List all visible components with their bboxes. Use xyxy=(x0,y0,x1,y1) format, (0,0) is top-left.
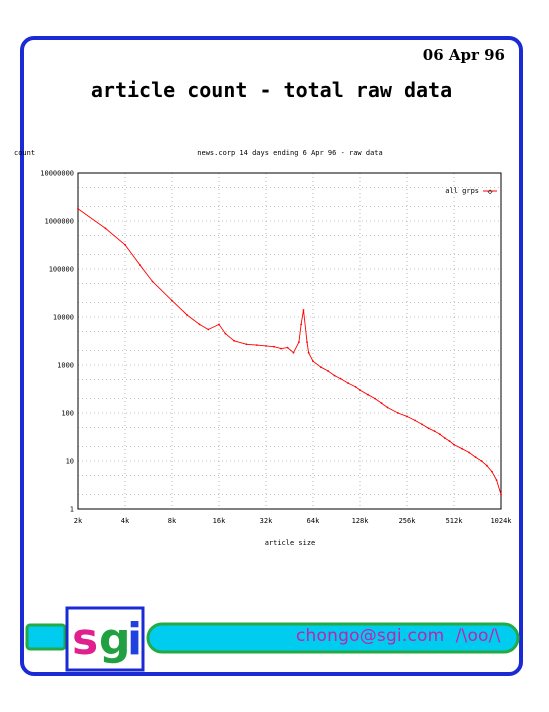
data-point xyxy=(124,243,126,246)
y-tick-label: 100000 xyxy=(49,266,74,274)
data-point xyxy=(486,464,488,467)
series-line-all-grps xyxy=(77,208,502,495)
plot-border xyxy=(77,172,502,510)
page-frame: 06 Apr 96 article count - total raw data xyxy=(20,36,523,676)
x-tick-label: 2k xyxy=(74,517,83,525)
data-point xyxy=(306,341,308,343)
y-tick-labels: 1 10 100 1000 10000 100000 1000000 10000000 xyxy=(40,170,74,514)
data-point xyxy=(354,386,357,388)
data-point xyxy=(151,280,154,283)
x-tick-label: 1024k xyxy=(490,517,512,525)
data-point xyxy=(339,377,342,380)
data-point xyxy=(186,314,189,316)
page-title: article count - total raw data xyxy=(90,78,453,102)
x-tick-labels: 2k 4k 8k 16k 32k 64k 128k 256k 512k 1024k xyxy=(74,517,513,525)
y-tick-label: 100 xyxy=(61,410,74,418)
chart-title: news.corp 14 days ending 6 Apr 96 - raw … xyxy=(197,149,382,157)
y-tick-label: 10000000 xyxy=(40,170,74,178)
data-point xyxy=(333,374,336,377)
data-point xyxy=(265,345,267,347)
legend-label-all-grps: all grps xyxy=(445,187,479,195)
data-point xyxy=(491,470,493,473)
x-tick-label: 512k xyxy=(446,517,464,525)
data-point xyxy=(273,345,275,348)
data-point xyxy=(386,406,389,409)
data-point xyxy=(367,393,369,396)
data-point xyxy=(300,323,302,326)
signature-glyph: /\oo/\ xyxy=(455,626,501,646)
chart-grid xyxy=(78,173,501,509)
data-point xyxy=(233,339,236,342)
data-point xyxy=(380,402,383,405)
x-axis-label: article size xyxy=(265,539,316,547)
data-point xyxy=(139,264,142,267)
data-point xyxy=(500,493,502,496)
email-address: chongo@sgi.com xyxy=(296,626,445,646)
y-tick-label: 10000 xyxy=(53,314,74,322)
data-point xyxy=(480,460,483,462)
x-tick-label: 4k xyxy=(121,517,130,525)
x-tick-label: 16k xyxy=(213,517,226,525)
email-signature: chongo@sgi.com /\oo/\ xyxy=(296,626,501,646)
data-point xyxy=(453,443,455,446)
data-point xyxy=(77,207,79,210)
data-point xyxy=(286,346,289,349)
data-point xyxy=(256,344,258,346)
x-tick-label: 64k xyxy=(307,517,320,525)
data-point xyxy=(307,351,310,354)
data-point xyxy=(292,351,295,354)
y-axis-label: count xyxy=(14,149,35,157)
data-point xyxy=(327,370,329,372)
data-point xyxy=(224,332,227,335)
data-point xyxy=(406,415,408,418)
chart: news.corp 14 days ending 6 Apr 96 - raw … xyxy=(14,149,513,547)
legend-marker-all-grps: ◇ xyxy=(488,187,493,196)
data-point xyxy=(280,347,282,350)
data-point xyxy=(347,382,349,384)
data-point xyxy=(427,427,430,430)
series-layer xyxy=(77,207,502,496)
data-point xyxy=(461,447,463,450)
data-point xyxy=(474,456,477,459)
legend: all grps ◇ xyxy=(445,187,497,196)
data-point xyxy=(421,423,423,426)
x-tick-label: 32k xyxy=(260,517,273,525)
x-tick-label: 128k xyxy=(352,517,370,525)
y-tick-label: 1000000 xyxy=(44,218,74,226)
data-point xyxy=(245,343,248,346)
data-point xyxy=(218,323,220,326)
data-point xyxy=(302,309,305,311)
y-tick-label: 1 xyxy=(70,506,74,514)
data-point xyxy=(104,227,107,230)
data-point xyxy=(414,419,416,422)
data-point xyxy=(298,341,300,343)
y-tick-label: 10 xyxy=(66,458,74,466)
data-point xyxy=(207,328,210,331)
data-point xyxy=(171,299,173,302)
data-point xyxy=(312,360,314,363)
data-point xyxy=(359,389,361,391)
data-point xyxy=(468,451,470,454)
x-tick-label: 256k xyxy=(399,517,417,525)
data-point xyxy=(198,323,201,326)
data-point xyxy=(433,430,436,432)
data-point xyxy=(444,437,446,439)
data-point xyxy=(448,440,451,442)
date-label: 06 Apr 96 xyxy=(422,46,505,64)
data-point xyxy=(320,366,322,369)
data-point xyxy=(439,433,441,436)
data-point xyxy=(374,397,376,400)
data-point xyxy=(495,479,498,481)
y-tick-label: 1000 xyxy=(57,362,74,370)
data-point xyxy=(397,412,399,414)
x-tick-label: 8k xyxy=(168,517,177,525)
